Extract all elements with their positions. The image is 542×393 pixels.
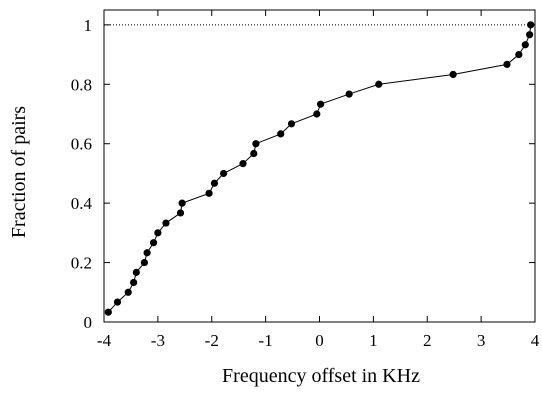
data-point (287, 120, 296, 128)
x-tick-label: 0 (315, 331, 324, 350)
series-layer (104, 21, 535, 316)
data-point (527, 21, 535, 29)
data-point (149, 239, 158, 247)
data-point (252, 140, 260, 148)
x-tick-label: 1 (369, 331, 378, 350)
x-axis-label: Frequency offset in KHz (222, 365, 420, 387)
x-tick-label: -2 (205, 331, 219, 350)
series-line (107, 24, 532, 313)
data-point (210, 179, 219, 187)
data-point (277, 130, 285, 138)
y-axis-label: Fraction of pairs (8, 106, 30, 238)
axes-layer (103, 9, 536, 323)
data-point (205, 189, 213, 197)
data-point (515, 50, 523, 59)
data-point (345, 90, 353, 98)
y-tick-label: 0.6 (71, 135, 92, 154)
data-point (503, 60, 511, 68)
data-point (104, 308, 112, 316)
y-tick-label: 1 (84, 16, 93, 35)
y-tick-label: 0.4 (71, 194, 93, 213)
data-point (113, 298, 122, 306)
data-point (521, 41, 529, 49)
data-point (176, 209, 185, 217)
data-point (250, 149, 258, 158)
x-tick-label: -4 (97, 331, 112, 350)
x-tick-label: -3 (151, 331, 165, 350)
data-point (178, 199, 186, 207)
data-point (316, 100, 325, 108)
y-tick-label: 0.8 (71, 75, 92, 94)
data-point (162, 219, 170, 227)
data-point (140, 258, 149, 267)
plot-frame (103, 9, 536, 323)
data-point (154, 229, 162, 237)
x-tick-label: 3 (477, 331, 486, 350)
data-point (220, 169, 228, 178)
tick-labels: -4 -3 -2 -1 0 1 2 3 4 0 0.2 0.4 0.6 0.8 1 (71, 16, 540, 350)
data-point (132, 268, 140, 276)
data-point (130, 278, 138, 287)
data-point (449, 70, 457, 79)
data-point (124, 288, 132, 296)
y-tick-label: 0.2 (71, 254, 92, 273)
x-tick-label: 4 (531, 331, 540, 350)
data-point (313, 110, 321, 118)
x-tick-label: -1 (259, 331, 273, 350)
data-point (375, 80, 383, 88)
y-tick-label: 0 (84, 313, 93, 332)
data-point (143, 249, 151, 257)
x-tick-label: 2 (423, 331, 432, 350)
data-point (526, 31, 534, 39)
data-point (239, 160, 247, 168)
